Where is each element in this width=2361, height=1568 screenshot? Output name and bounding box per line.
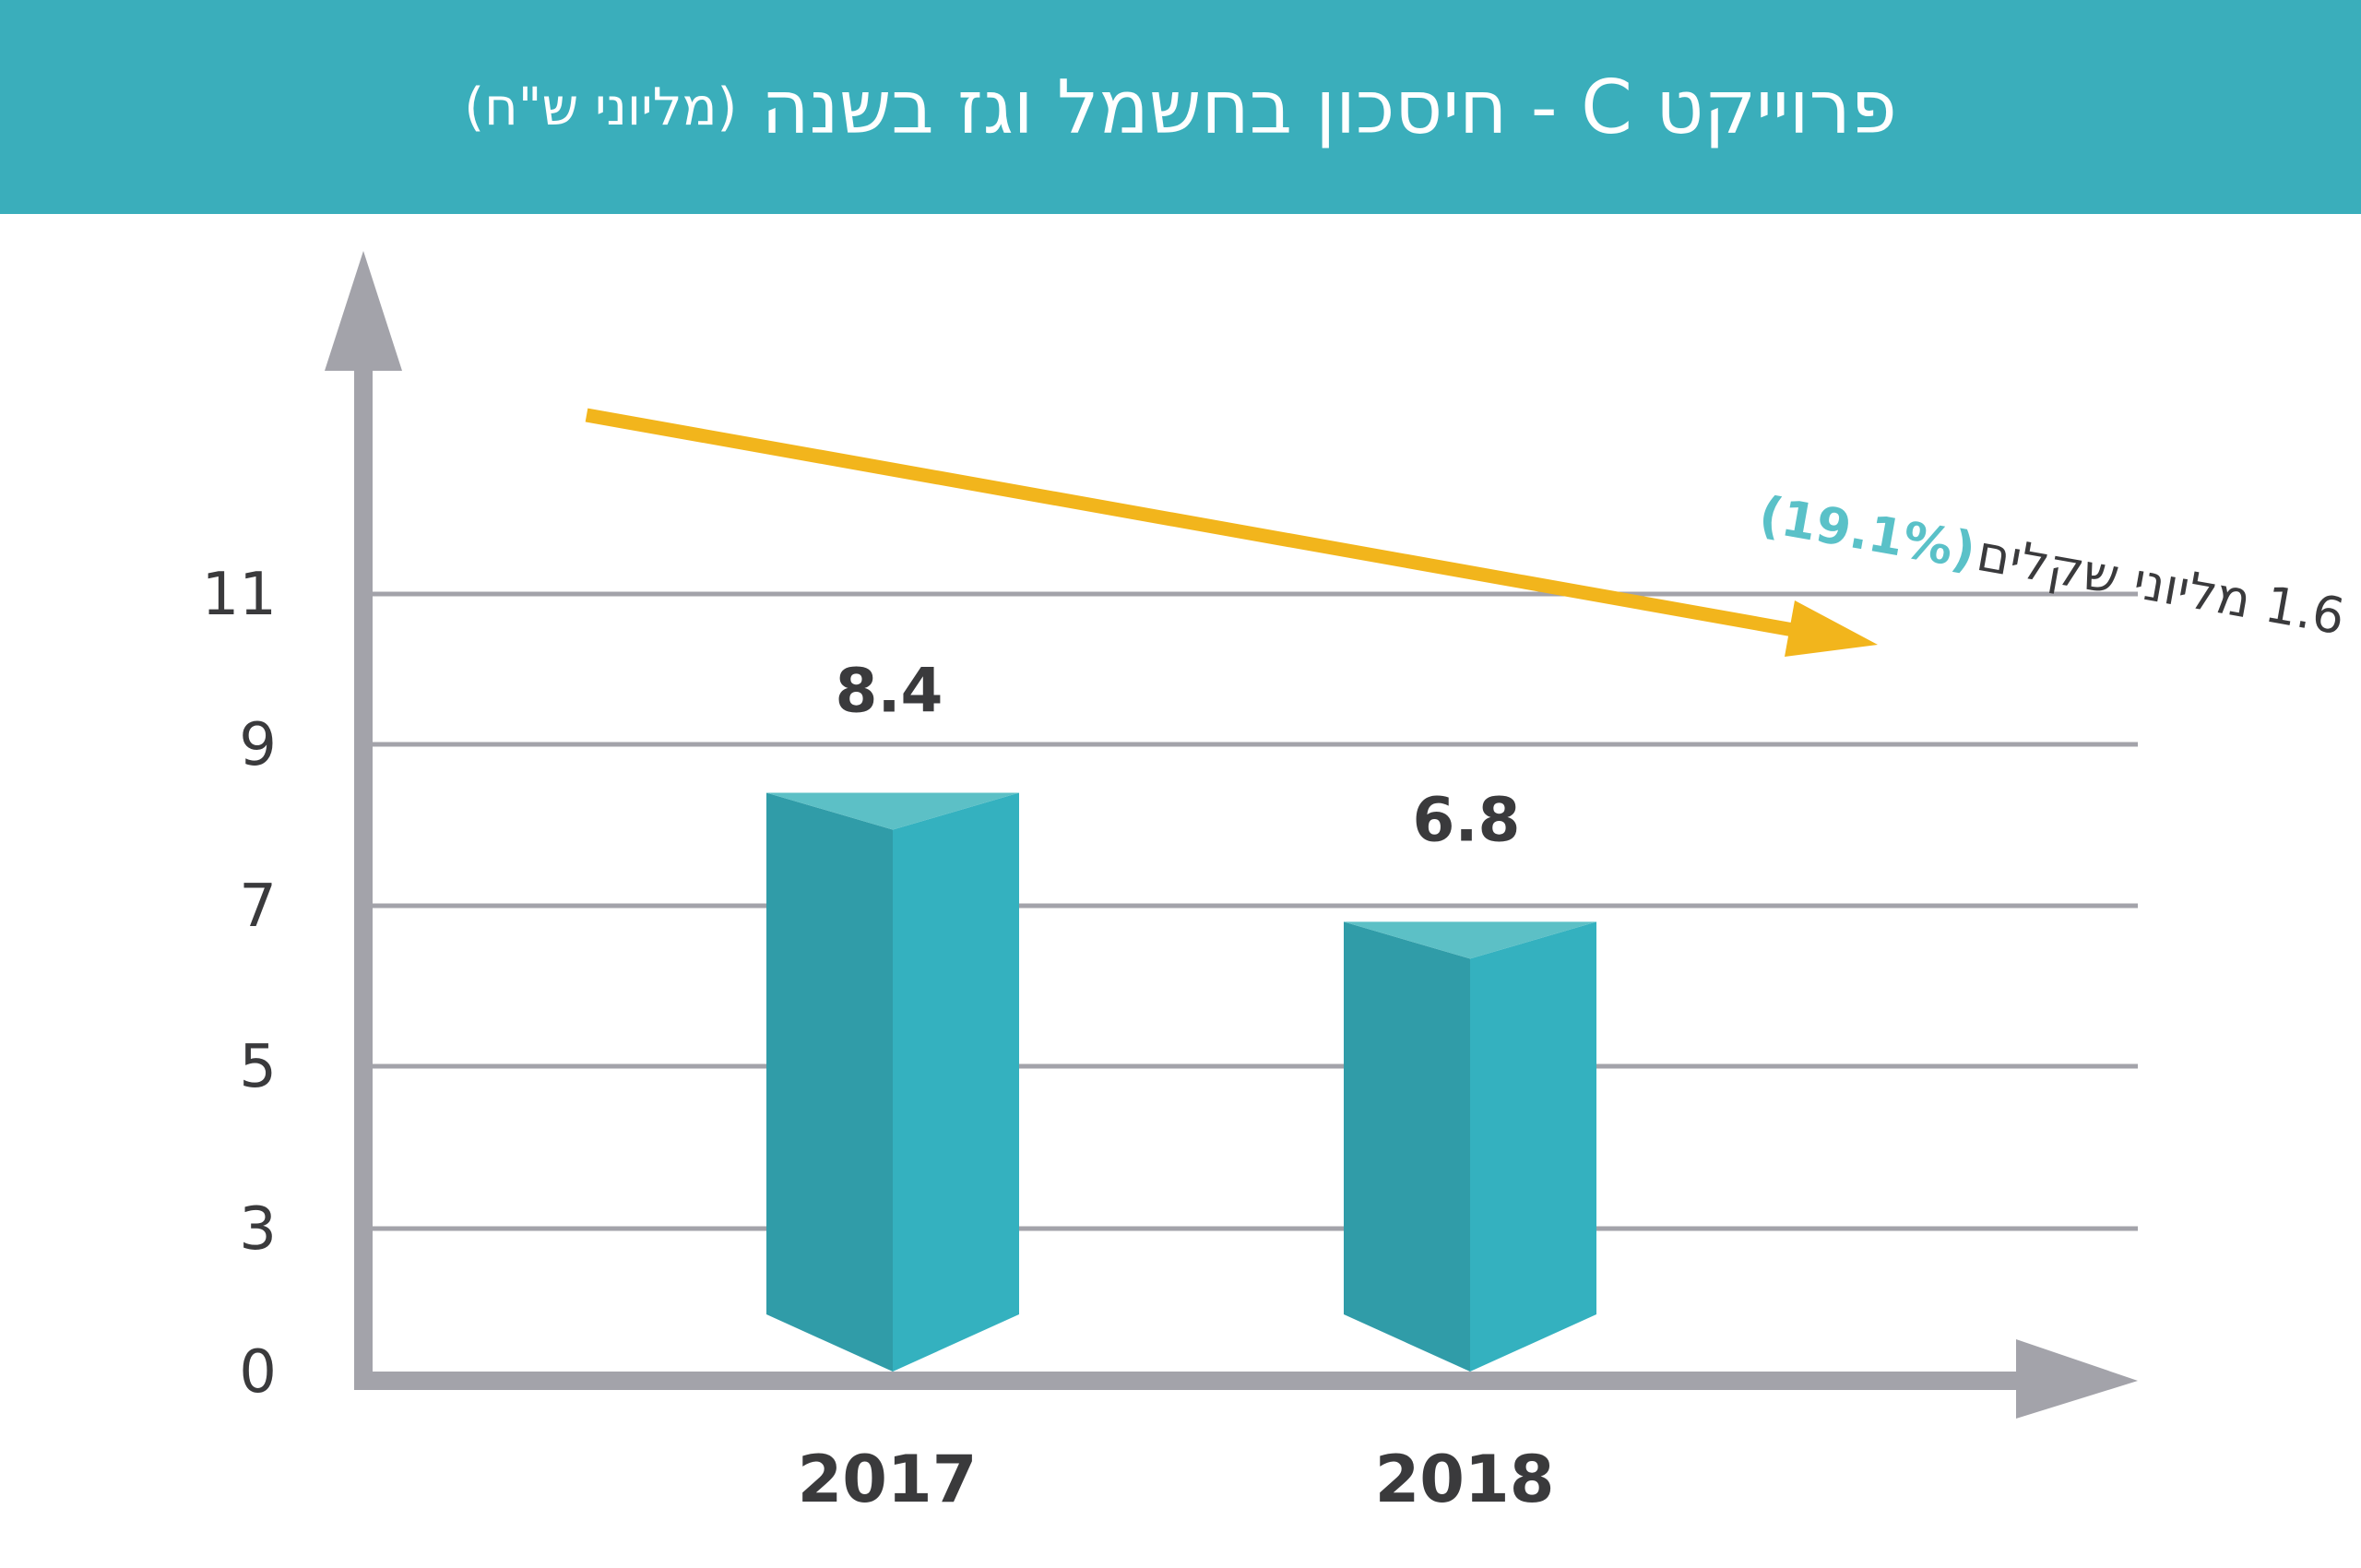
trend-arrow	[585, 408, 1878, 657]
axes	[325, 251, 2138, 1419]
y-tick-label: 5	[239, 1033, 277, 1101]
grid-line-9	[373, 742, 2138, 747]
bars	[766, 792, 1596, 1372]
grid-lines	[373, 591, 2138, 1231]
x-axis-line	[354, 1372, 2029, 1390]
value-label-2018: 6.8	[1413, 784, 1521, 855]
y-tick-label: 7	[239, 873, 277, 941]
savings-annotation-text: חיסכון של 1.6 מליוני שקלים	[1973, 524, 2361, 685]
grid-line-5	[373, 1063, 2138, 1069]
grid-line-11	[373, 591, 2138, 597]
value-labels: 8.4 6.8	[836, 656, 1521, 856]
y-tick-label: 0	[239, 1338, 277, 1407]
y-axis-line	[354, 364, 373, 1390]
category-label-2018: 2018	[1375, 1442, 1555, 1517]
value-label-2017: 8.4	[836, 656, 943, 727]
y-tick-labels: 0 3 5 7 9 11	[202, 561, 277, 1407]
savings-annotation-percent: (19.1%)	[1755, 485, 1980, 581]
bar-side-face	[766, 792, 893, 1372]
trend-arrow-line	[585, 408, 1800, 638]
x-category-labels: 2017 2018	[798, 1442, 1555, 1517]
category-label-2017: 2017	[798, 1442, 978, 1517]
grid-line-7	[373, 903, 2138, 909]
y-tick-label: 3	[239, 1195, 277, 1264]
x-axis-arrowhead	[2016, 1339, 2138, 1419]
savings-annotation: חיסכון של 1.6 מליוני שקלים (19.1%)	[1755, 485, 2361, 686]
bar-front-face	[893, 792, 1019, 1372]
y-tick-label: 9	[239, 711, 277, 779]
chart-unit: (מליוני ש"ח)	[464, 77, 738, 137]
bar-2017	[766, 792, 1019, 1372]
bar-2018	[1344, 921, 1596, 1372]
bar-top-face	[766, 792, 1019, 830]
grid-line-3	[373, 1226, 2138, 1231]
bar-side-face	[1344, 921, 1470, 1372]
bar-front-face	[1470, 921, 1596, 1372]
chart-header: פרוייקט C - חיסכון בחשמל וגז בשנה (מליונ…	[0, 0, 2361, 214]
y-axis-arrowhead	[325, 251, 402, 371]
trend-arrow-head	[1785, 600, 1878, 657]
y-tick-label: 11	[202, 561, 277, 629]
bar-top-face	[1344, 921, 1596, 959]
chart-title: פרוייקט C - חיסכון בחשמל וגז בשנה	[761, 64, 1897, 150]
